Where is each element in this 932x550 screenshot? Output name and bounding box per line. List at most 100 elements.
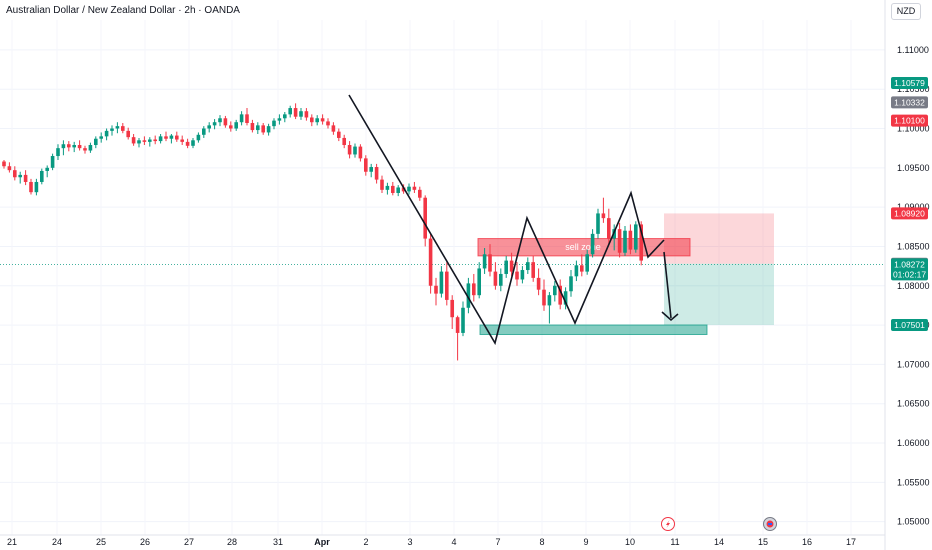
candle[interactable] (461, 301, 465, 337)
candle[interactable] (94, 136, 98, 149)
candle[interactable] (428, 233, 433, 294)
candle[interactable] (423, 195, 427, 247)
candle[interactable] (293, 103, 298, 120)
price-axis[interactable]: 1.11000 1.10500 1.10000 1.09500 1.09000 1.085… (884, 0, 930, 550)
candle[interactable] (283, 111, 287, 123)
candle[interactable] (45, 165, 49, 178)
candle[interactable] (256, 122, 260, 135)
candle[interactable] (396, 185, 400, 197)
candle[interactable] (558, 279, 562, 310)
candle[interactable] (574, 260, 579, 282)
candle[interactable] (218, 115, 222, 127)
candle[interactable] (13, 166, 17, 181)
candle[interactable] (439, 266, 444, 298)
candle[interactable] (391, 181, 395, 196)
candle[interactable] (482, 248, 487, 274)
candle[interactable] (121, 123, 125, 134)
candle[interactable] (315, 115, 319, 126)
candle[interactable] (326, 118, 330, 129)
candle[interactable] (212, 119, 217, 130)
candle[interactable] (234, 119, 238, 131)
candle[interactable] (99, 132, 103, 143)
candle[interactable] (385, 182, 390, 195)
candle[interactable] (515, 262, 519, 286)
candle[interactable] (175, 131, 179, 142)
candle[interactable] (585, 249, 589, 275)
flag-news-icon[interactable] (763, 517, 777, 531)
candle[interactable] (412, 181, 417, 193)
candle[interactable] (310, 114, 314, 127)
candle[interactable] (88, 142, 93, 153)
candle[interactable] (137, 137, 141, 148)
candle[interactable] (72, 141, 76, 153)
candle[interactable] (547, 292, 552, 324)
candle[interactable] (331, 122, 336, 135)
candle[interactable] (623, 226, 627, 256)
currency-selector[interactable]: NZD (891, 3, 921, 20)
candle[interactable] (239, 111, 244, 126)
candle[interactable] (553, 281, 557, 302)
candle[interactable] (455, 315, 460, 361)
candle[interactable] (104, 128, 109, 141)
candle[interactable] (358, 144, 363, 162)
candle[interactable] (407, 183, 411, 195)
time-axis[interactable]: 21 24 25 26 27 28 31 Apr 2 3 4 7 8 9 10 11 14 15 16 17 (0, 534, 885, 547)
candle[interactable] (245, 108, 249, 126)
candle[interactable] (526, 257, 530, 274)
candle[interactable] (180, 135, 184, 146)
candle[interactable] (434, 277, 438, 306)
candle[interactable] (202, 126, 206, 138)
candle[interactable] (628, 224, 633, 255)
candle[interactable] (374, 163, 379, 184)
candle[interactable] (158, 134, 163, 144)
candle[interactable] (83, 145, 87, 154)
candle[interactable] (563, 287, 568, 310)
candle[interactable] (126, 127, 130, 140)
candle[interactable] (601, 197, 606, 223)
candle[interactable] (299, 108, 303, 120)
candle[interactable] (320, 114, 325, 125)
candle[interactable] (445, 262, 449, 306)
candle[interactable] (185, 138, 190, 149)
candle[interactable] (450, 295, 454, 329)
candle[interactable] (380, 175, 384, 193)
candle[interactable] (607, 208, 611, 245)
position-target-area[interactable] (664, 263, 774, 325)
candle[interactable] (347, 141, 352, 159)
candle[interactable] (634, 221, 638, 253)
candle[interactable] (77, 140, 82, 151)
projection-arrow-line[interactable] (663, 251, 672, 319)
pattern-drawings[interactable] (348, 94, 679, 346)
candle[interactable] (191, 137, 195, 149)
candle[interactable] (617, 222, 622, 258)
candle[interactable] (207, 122, 211, 133)
candle[interactable] (353, 143, 357, 158)
candle[interactable] (288, 105, 292, 118)
candle[interactable] (488, 244, 492, 277)
candle[interactable] (18, 171, 22, 184)
candle[interactable] (337, 128, 341, 142)
candle[interactable] (7, 162, 12, 173)
candle[interactable] (342, 134, 346, 149)
candle[interactable] (569, 270, 573, 297)
lightning-event-icon[interactable] (661, 517, 675, 531)
candle[interactable] (364, 155, 368, 176)
candle[interactable] (493, 262, 498, 290)
candle[interactable] (40, 168, 44, 185)
position-stop-area[interactable] (664, 213, 774, 264)
candle[interactable] (148, 137, 152, 147)
candle[interactable] (131, 134, 136, 146)
candle[interactable] (418, 186, 422, 201)
candle[interactable] (164, 131, 168, 142)
candle[interactable] (261, 123, 265, 135)
candle[interactable] (531, 255, 535, 282)
candle[interactable] (477, 262, 481, 299)
candle[interactable] (196, 132, 201, 143)
candle[interactable] (110, 125, 114, 136)
candle[interactable] (266, 123, 271, 136)
candle[interactable] (504, 255, 508, 278)
candle[interactable] (67, 141, 71, 152)
candle[interactable] (272, 118, 276, 130)
candle[interactable] (596, 208, 600, 239)
pattern-line[interactable] (348, 94, 665, 346)
